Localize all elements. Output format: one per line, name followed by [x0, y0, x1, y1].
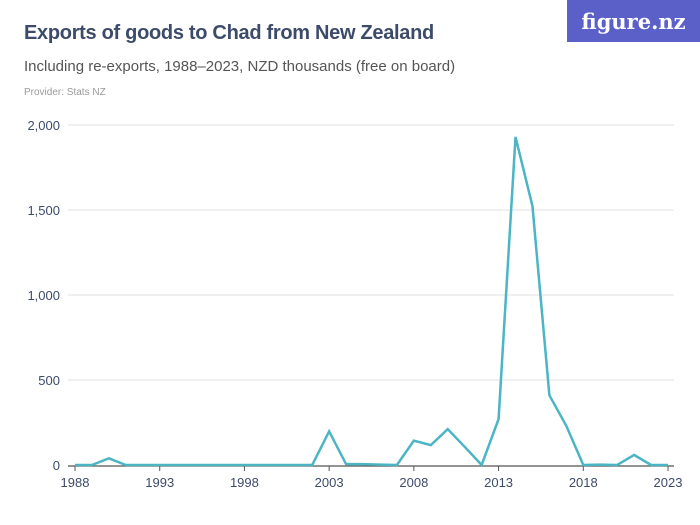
y-tick-label: 1,000 — [27, 288, 60, 303]
provider-label: Provider: Stats NZ — [24, 87, 106, 98]
chart-subtitle: Including re-exports, 1988–2023, NZD tho… — [24, 58, 456, 75]
y-tick-label: 1,500 — [27, 203, 60, 218]
x-tick-label: 2018 — [569, 475, 598, 490]
x-tick-label: 1988 — [61, 475, 90, 490]
chart-title: Exports of goods to Chad from New Zealan… — [24, 22, 434, 44]
x-tick-label: 2008 — [399, 475, 428, 490]
x-tick-label: 2023 — [654, 475, 683, 490]
y-tick-label: 0 — [53, 458, 60, 473]
x-tick-label: 1993 — [145, 475, 174, 490]
x-tick-label: 2003 — [315, 475, 344, 490]
x-tick-label: 2013 — [484, 475, 513, 490]
data-line — [75, 136, 668, 468]
x-tick-label: 1998 — [230, 475, 259, 490]
figure-nz-logo[interactable]: figure.nz — [567, 0, 700, 42]
y-tick-label: 2,000 — [27, 118, 60, 133]
y-tick-label: 500 — [38, 373, 60, 388]
